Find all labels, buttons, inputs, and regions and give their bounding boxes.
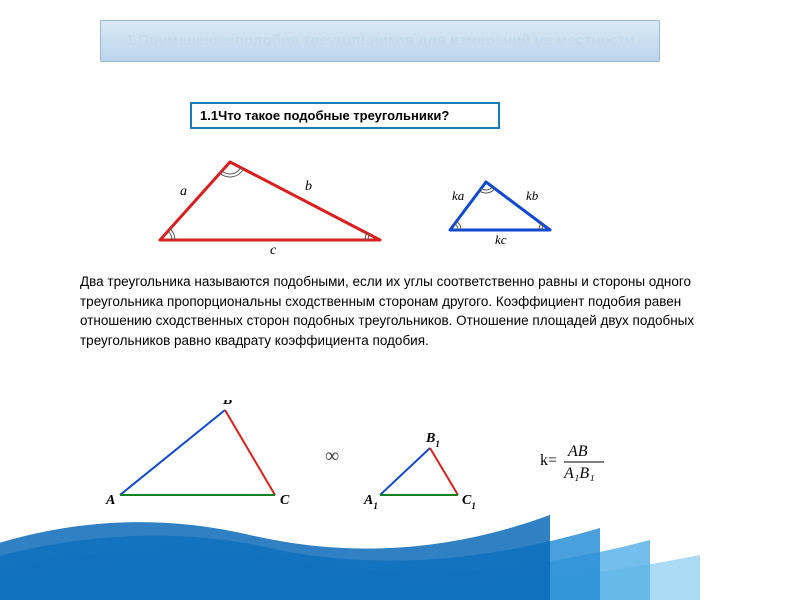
svg-text:kb: kb <box>526 188 539 203</box>
subtitle-text: 1.1Что такое подобные треугольники? <box>200 108 449 123</box>
svg-text:kc: kc <box>495 232 507 247</box>
title-text: 1.Применение подобия треугольников для и… <box>126 32 634 49</box>
svg-text:∞: ∞ <box>325 445 339 467</box>
svg-text:A: A <box>105 493 115 508</box>
svg-text:A1: A1 <box>363 493 378 511</box>
body-text-content: Два треугольника называются подобными, е… <box>80 274 694 348</box>
svg-text:C: C <box>280 493 290 508</box>
body-paragraph: Два треугольника называются подобными, е… <box>80 272 720 350</box>
title-banner: 1.Применение подобия треугольников для и… <box>100 20 660 62</box>
svg-text:B1: B1 <box>425 431 440 449</box>
similar-triangles-diagram-2: ABCA1B1C1∞k=ABA₁B₁ <box>100 400 700 520</box>
svg-text:c: c <box>270 243 277 258</box>
svg-text:AB: AB <box>567 443 588 460</box>
svg-text:B: B <box>222 400 232 408</box>
svg-text:A₁B₁: A₁B₁ <box>563 465 595 482</box>
svg-text:ka: ka <box>452 188 465 203</box>
svg-text:C1: C1 <box>462 493 476 511</box>
svg-text:a: a <box>180 184 187 199</box>
similar-triangles-diagram-1: a b c ka kb kc <box>130 150 560 260</box>
svg-text:k=: k= <box>540 452 557 469</box>
svg-text:b: b <box>305 179 312 194</box>
subtitle-box: 1.1Что такое подобные треугольники? <box>190 102 500 129</box>
